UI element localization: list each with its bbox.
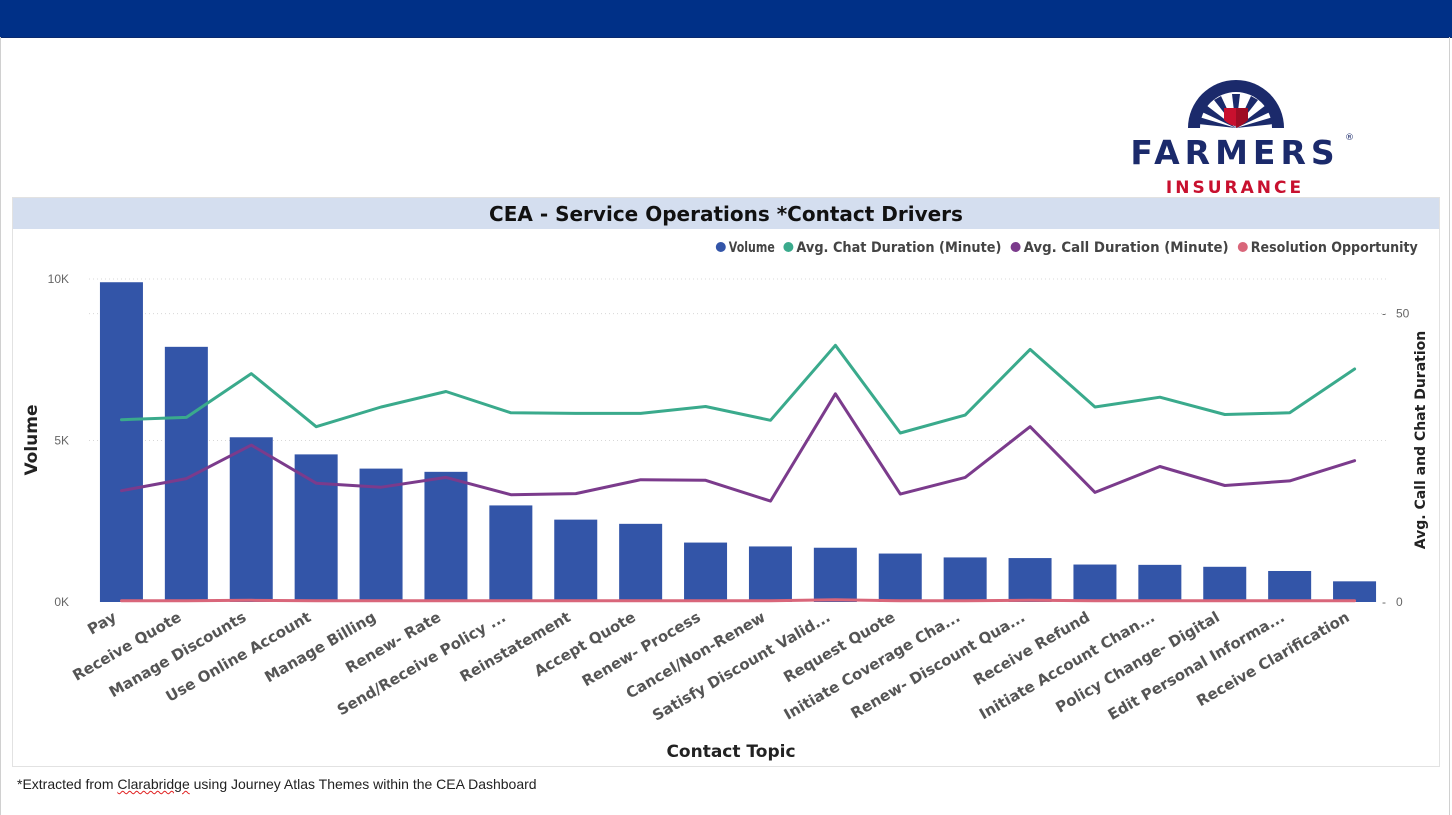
volume-bar [619, 523, 663, 602]
series-line-resolution-opportunity [120, 598, 1357, 603]
footnote-source: Clarabridge [117, 776, 190, 792]
volume-bar [294, 454, 338, 602]
y2-tick-label: - [1382, 595, 1386, 609]
x-tick-label: Reinstatement [457, 608, 574, 686]
volume-bar [878, 553, 922, 602]
volume-bar [1268, 570, 1312, 602]
y-tick-label: 0K [54, 595, 69, 609]
frame-border-right [1449, 37, 1450, 815]
series-line-avg-chat-duration-minute [120, 343, 1357, 435]
chart-title-bar: CEA - Service Operations *Contact Driver… [13, 198, 1439, 229]
y-axis-title: Volume [22, 404, 42, 475]
volume-bar [164, 346, 208, 602]
frame-border-left [0, 37, 1, 815]
legend-marker [1010, 242, 1021, 252]
legend-label: Resolution Opportunity [1251, 240, 1418, 256]
volume-bar [229, 437, 273, 602]
logo-registered-mark: ® [1345, 133, 1354, 143]
y-tick-label: 10K [48, 272, 69, 286]
y2-tick-label: 50 [1396, 307, 1410, 321]
farmers-insurance-logo: FARMERS ® INSURANCE [1118, 78, 1354, 198]
legend-label: Avg. Chat Duration (Minute) [796, 240, 1001, 256]
legend-marker [783, 242, 794, 252]
chart-title: CEA - Service Operations *Contact Driver… [489, 201, 963, 226]
volume-bar [424, 471, 468, 602]
footnote-prefix: *Extracted from [17, 776, 118, 792]
logo-subline: INSURANCE [1166, 178, 1304, 198]
volume-bar [1333, 581, 1377, 602]
logo-emblem [1188, 80, 1284, 128]
logo-wordmark: FARMERS [1130, 133, 1339, 172]
legend-label: Volume [729, 240, 775, 256]
y2-tick-label: - [1382, 307, 1386, 321]
volume-bar [1008, 558, 1052, 602]
top-banner [0, 0, 1452, 38]
x-tick-label: Manage Billing [261, 608, 379, 686]
legend-label: Avg. Call Duration (Minute) [1024, 240, 1229, 256]
y-tick-label: 5K [54, 434, 69, 448]
volume-bar [1203, 566, 1247, 602]
volume-bar [943, 557, 987, 602]
x-tick-label: Pay [84, 608, 119, 639]
volume-bar [99, 282, 143, 602]
x-axis-title: Contact Topic [666, 742, 795, 762]
y2-tick-label: 0 [1396, 595, 1403, 609]
y2-axis-title: Avg. Call and Chat Duration [1413, 331, 1429, 549]
chart-panel: CEA - Service Operations *Contact Driver… [12, 197, 1440, 767]
volume-bar [1138, 564, 1182, 602]
volume-bar [813, 547, 857, 602]
volume-bar [748, 546, 792, 602]
volume-bar [684, 542, 728, 602]
footnote: *Extracted from Clarabridge using Journe… [17, 776, 537, 792]
legend-marker [715, 242, 726, 252]
volume-bar [1073, 564, 1117, 602]
volume-bar [554, 519, 598, 602]
volume-bar [489, 505, 533, 602]
series-line-avg-call-duration-minute [120, 392, 1357, 503]
footnote-suffix: using Journey Atlas Themes within the CE… [189, 776, 537, 792]
volume-bar [359, 468, 403, 602]
legend-marker [1237, 242, 1248, 252]
